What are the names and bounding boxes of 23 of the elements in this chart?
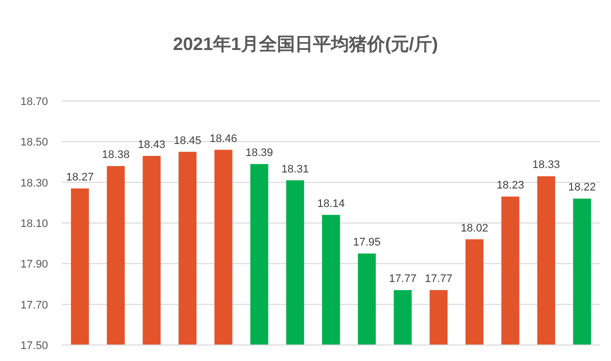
- data-label: 18.43: [138, 138, 166, 151]
- data-label: 17.77: [424, 273, 452, 286]
- data-label: 18.14: [317, 198, 345, 210]
- data-label: 18.38: [102, 149, 130, 162]
- y-tick-label: 18.50: [20, 136, 48, 149]
- data-label: 18.02: [460, 222, 488, 234]
- data-label: 18.27: [66, 171, 94, 184]
- data-label: 18.31: [281, 163, 309, 176]
- y-tick-label: 18.70: [20, 96, 48, 108]
- y-tick-label: 17.70: [20, 299, 48, 312]
- y-tick-label: 18.30: [20, 177, 48, 190]
- chart-title: 2021年1月全国日平均猪价(元/斤): [172, 34, 438, 54]
- data-label: 17.95: [353, 236, 381, 248]
- data-label: 18.22: [568, 182, 596, 194]
- data-label: 18.46: [210, 132, 238, 145]
- data-label: 18.33: [532, 159, 560, 172]
- y-tick-label: 18.10: [20, 218, 48, 230]
- y-tick-label: 17.90: [20, 258, 48, 271]
- data-label: 18.23: [496, 180, 524, 192]
- y-tick-label: 17.50: [20, 340, 48, 352]
- data-label: 18.45: [174, 134, 202, 147]
- data-label: 17.77: [388, 273, 416, 286]
- data-label: 18.39: [246, 147, 274, 160]
